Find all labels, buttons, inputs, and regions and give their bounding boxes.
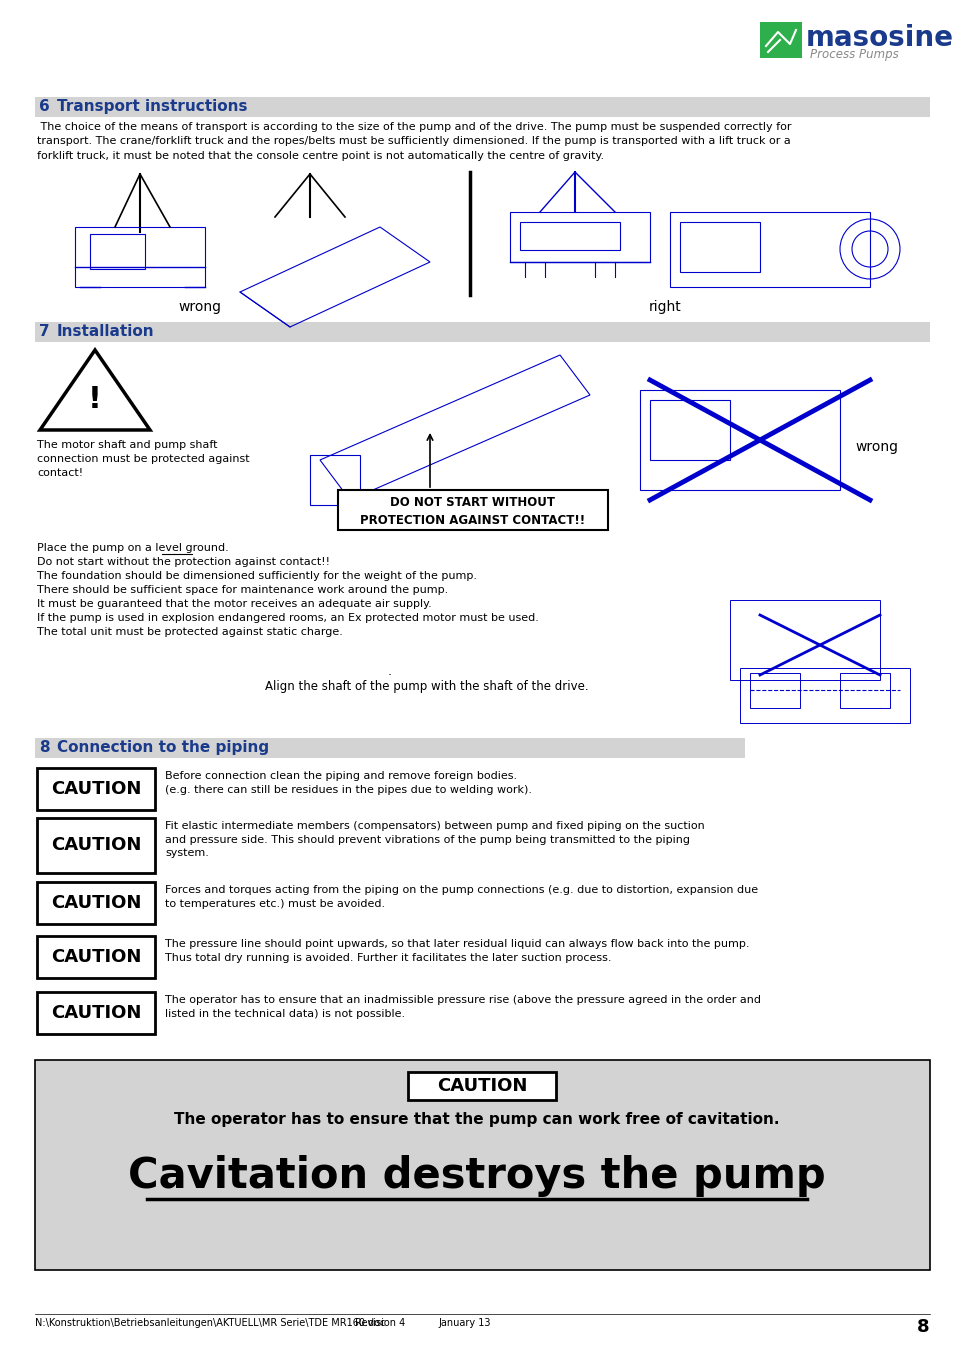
Text: Before connection clean the piping and remove foreign bodies.
(e.g. there can st: Before connection clean the piping and r… <box>165 771 532 794</box>
Text: The total unit must be protected against static charge.: The total unit must be protected against… <box>37 627 342 638</box>
Text: The operator has to ensure that the pump can work free of cavitation.: The operator has to ensure that the pump… <box>174 1112 779 1127</box>
Bar <box>37 767 154 811</box>
Text: The pressure line should point upwards, so that later residual liquid can always: The pressure line should point upwards, … <box>165 939 749 963</box>
Text: CAUTION: CAUTION <box>51 948 141 966</box>
Text: Forces and torques acting from the piping on the pump connections (e.g. due to d: Forces and torques acting from the pipin… <box>165 885 758 909</box>
Bar <box>510 212 649 262</box>
Text: If the pump is used in explosion endangered rooms, an Ex protected motor must be: If the pump is used in explosion endange… <box>37 613 538 623</box>
Text: right: right <box>648 300 680 313</box>
Text: DO NOT START WITHOUT
PROTECTION AGAINST CONTACT!!: DO NOT START WITHOUT PROTECTION AGAINST … <box>360 496 585 527</box>
Text: 7: 7 <box>39 324 50 339</box>
Bar <box>35 322 929 342</box>
Bar <box>337 490 607 530</box>
Text: CAUTION: CAUTION <box>51 894 141 912</box>
Bar <box>740 667 909 723</box>
Bar <box>37 882 154 924</box>
Polygon shape <box>40 350 150 430</box>
Bar <box>679 222 760 272</box>
Bar <box>840 673 889 708</box>
Text: N:\Konstruktion\Betriebsanleitungen\AKTUELL\MR Serie\TDE MR160.doc: N:\Konstruktion\Betriebsanleitungen\AKTU… <box>35 1319 385 1328</box>
Text: January 13: January 13 <box>438 1319 491 1328</box>
Text: Place the pump on a level ground.: Place the pump on a level ground. <box>37 543 229 553</box>
Text: 8: 8 <box>917 1319 929 1336</box>
Text: The foundation should be dimensioned sufficiently for the weight of the pump.: The foundation should be dimensioned suf… <box>37 571 476 581</box>
Bar <box>35 97 929 118</box>
Bar <box>669 212 869 286</box>
Text: It must be guaranteed that the motor receives an adequate air supply.: It must be guaranteed that the motor rec… <box>37 598 432 609</box>
Text: Do not start without the protection against contact!!: Do not start without the protection agai… <box>37 557 330 567</box>
Text: Process Pumps: Process Pumps <box>809 49 898 61</box>
Bar <box>35 1061 929 1270</box>
Text: CAUTION: CAUTION <box>51 1004 141 1021</box>
Bar <box>749 673 800 708</box>
Text: Fit elastic intermediate members (compensators) between pump and fixed piping on: Fit elastic intermediate members (compen… <box>165 821 704 858</box>
Text: Cavitation destroys the pump: Cavitation destroys the pump <box>128 1155 825 1197</box>
Bar <box>37 817 154 873</box>
Text: CAUTION: CAUTION <box>51 780 141 798</box>
Text: Align the shaft of the pump with the shaft of the drive.: Align the shaft of the pump with the sha… <box>265 680 588 693</box>
Text: The operator has to ensure that an inadmissible pressure rise (above the pressur: The operator has to ensure that an inadm… <box>165 994 760 1019</box>
Text: wrong: wrong <box>178 300 221 313</box>
Text: wrong: wrong <box>854 440 897 454</box>
Bar <box>37 992 154 1034</box>
Text: 6: 6 <box>39 99 50 113</box>
Text: The choice of the means of transport is according to the size of the pump and of: The choice of the means of transport is … <box>37 122 791 161</box>
Bar <box>639 390 840 490</box>
Bar <box>37 936 154 978</box>
Text: 8: 8 <box>39 740 50 755</box>
Text: Revision 4: Revision 4 <box>355 1319 405 1328</box>
Text: CAUTION: CAUTION <box>51 836 141 854</box>
Bar <box>519 222 619 250</box>
Text: The motor shaft and pump shaft
connection must be protected against
contact!: The motor shaft and pump shaft connectio… <box>37 440 250 478</box>
Bar <box>35 738 744 758</box>
Text: Installation: Installation <box>57 324 154 339</box>
Text: Connection to the piping: Connection to the piping <box>57 740 269 755</box>
Text: Transport instructions: Transport instructions <box>57 99 247 113</box>
Text: .: . <box>388 665 392 678</box>
Text: CAUTION: CAUTION <box>436 1077 527 1096</box>
Bar <box>760 22 801 58</box>
Text: masosine: masosine <box>805 24 953 51</box>
Text: There should be sufficient space for maintenance work around the pump.: There should be sufficient space for mai… <box>37 585 448 594</box>
Bar <box>649 400 729 459</box>
Bar <box>75 227 205 286</box>
Bar <box>729 600 879 680</box>
Bar <box>408 1071 556 1100</box>
Text: !: ! <box>88 385 102 413</box>
Bar <box>310 455 359 505</box>
Bar <box>90 234 145 269</box>
